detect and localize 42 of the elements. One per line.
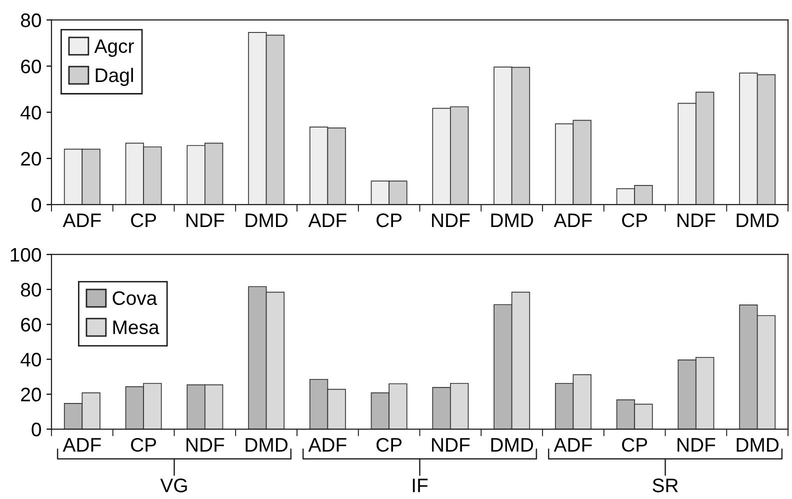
- y-tick-label: 20: [21, 388, 41, 402]
- x-tick-label: CP: [131, 213, 156, 228]
- text: VG: [160, 478, 187, 492]
- legend-label: Agcr: [94, 39, 134, 57]
- x-tick-label: CP: [622, 438, 648, 452]
- y-tick-label: 100: [10, 248, 41, 262]
- x-tick-label: ADF: [308, 214, 346, 228]
- x-tick-label: NDF: [186, 214, 224, 228]
- x-tick-label: DMD: [246, 438, 288, 452]
- y-tick-label: 20: [21, 152, 41, 166]
- x-tick-label: CP: [376, 438, 402, 452]
- x-tick-label: NDF: [678, 438, 716, 452]
- x-tick-label: DMD: [246, 214, 288, 228]
- text: IF: [412, 478, 428, 492]
- y-tick-label: 60: [21, 318, 41, 332]
- y-tick-label: 80: [20, 13, 41, 28]
- x-tick-label: DMD: [491, 438, 534, 452]
- legend-label: Mesa: [113, 320, 160, 334]
- y-tick-label: 40: [20, 352, 41, 367]
- x-tick-label: ADF: [308, 438, 346, 452]
- x-tick-label: NDF: [186, 438, 224, 452]
- x-tick-label: ADF: [62, 214, 101, 228]
- text: SR: [652, 478, 678, 492]
- x-tick-label: CP: [622, 213, 648, 228]
- legend-label: Dagl: [96, 68, 133, 86]
- x-tick-label: CP: [376, 213, 402, 228]
- y-tick-label: 60: [21, 60, 41, 74]
- x-tick-label: DMD: [491, 214, 534, 228]
- x-tick-label: DMD: [736, 214, 779, 228]
- x-tick-label: ADF: [554, 214, 592, 228]
- x-tick-label: ADF: [554, 438, 592, 452]
- y-tick-label: 80: [20, 282, 41, 297]
- x-tick-label: DMD: [736, 438, 779, 452]
- x-tick-label: ADF: [62, 438, 101, 452]
- x-tick-label: CP: [131, 438, 156, 452]
- y-tick-label: 0: [32, 422, 41, 436]
- legend-label: Cova: [112, 291, 158, 306]
- x-tick-label: NDF: [432, 438, 470, 452]
- x-tick-label: NDF: [678, 214, 716, 228]
- x-tick-label: NDF: [432, 214, 470, 228]
- y-tick-label: 0: [32, 198, 41, 212]
- y-tick-label: 40: [20, 106, 41, 120]
